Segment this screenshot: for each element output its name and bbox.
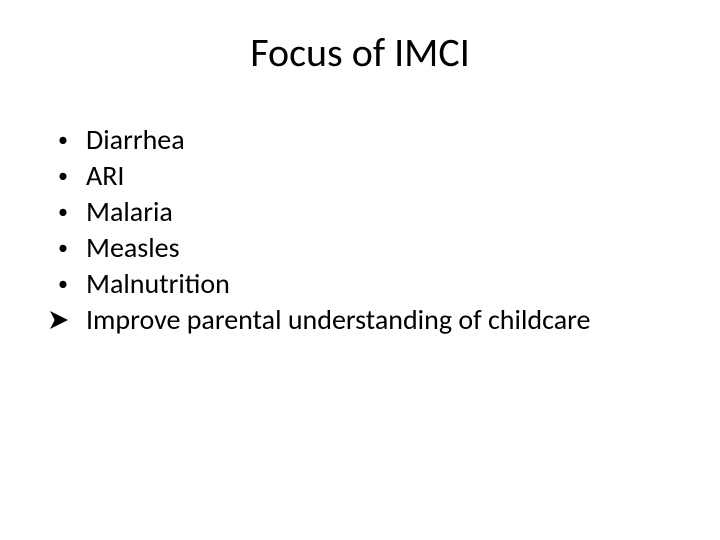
list-item-text: Improve parental understanding of childc… [86, 302, 670, 338]
list-item-text: ARI [86, 158, 670, 194]
list-item-text: Malnutrition [86, 266, 670, 302]
list-item: • Malnutrition [50, 266, 670, 302]
bullet-dot-icon: • [50, 194, 86, 230]
list-item: Improve parental understanding of childc… [50, 302, 670, 338]
list-item-text: Diarrhea [86, 122, 670, 158]
bullet-arrow-icon [50, 302, 86, 338]
bullet-dot-icon: • [50, 230, 86, 266]
slide-body: • Diarrhea • ARI • Malaria • Measles • M… [50, 122, 670, 338]
list-item-text: Malaria [86, 194, 670, 230]
bullet-dot-icon: • [50, 122, 86, 158]
list-item: • ARI [50, 158, 670, 194]
list-item-text: Measles [86, 230, 670, 266]
list-item: • Measles [50, 230, 670, 266]
bullet-dot-icon: • [50, 266, 86, 302]
list-item: • Diarrhea [50, 122, 670, 158]
bullet-dot-icon: • [50, 158, 86, 194]
slide-title: Focus of IMCI [0, 28, 720, 77]
slide: Focus of IMCI • Diarrhea • ARI • Malaria… [0, 0, 720, 540]
list-item: • Malaria [50, 194, 670, 230]
